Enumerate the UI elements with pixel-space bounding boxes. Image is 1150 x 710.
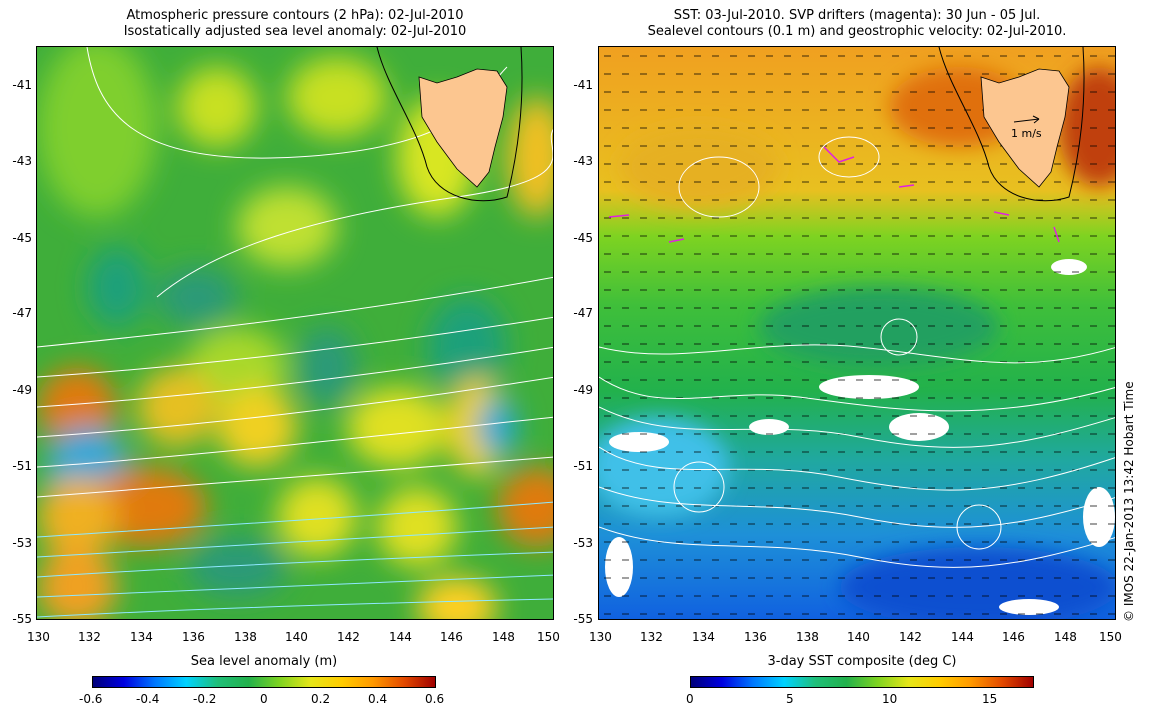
lon-tick-label: 142 [337, 630, 360, 644]
lon-tick-label: 140 [847, 630, 870, 644]
lat-tick-label: -49 [573, 383, 593, 397]
lat-tick-label: -49 [12, 383, 32, 397]
lat-tick-label: -53 [12, 536, 32, 550]
lon-tick-label: 130 [27, 630, 50, 644]
sea-level-colorbar-title: Sea level anomaly (m) [190, 654, 338, 669]
lat-tick-label: -55 [12, 612, 32, 626]
tasmania-land-sst [980, 68, 1070, 188]
lon-tick-label: 132 [640, 630, 663, 644]
lat-tick-label: -41 [573, 78, 593, 92]
lon-tick-label: 136 [744, 630, 767, 644]
right-title-line2: Sealevel contours (0.1 m) and geostrophi… [647, 24, 1067, 39]
lat-tick-label: -53 [573, 536, 593, 550]
lon-tick-label: 148 [1054, 630, 1077, 644]
colorbar-tick-label: 0.6 [425, 692, 445, 706]
colorbar-tick-label: -0.6 [79, 692, 103, 706]
sea-level-anomaly-map [36, 46, 554, 620]
imos-credit: © IMOS 22-Jan-2013 13:42 Hobart Time [1122, 381, 1136, 622]
lon-tick-label: 132 [78, 630, 101, 644]
velocity-scale-label: 1 m/s [1011, 127, 1042, 140]
lon-tick-label: 150 [537, 630, 560, 644]
colorbar-tick-label: -0.2 [193, 692, 217, 706]
drifter-tracks [608, 146, 1060, 243]
lat-tick-label: -55 [573, 612, 593, 626]
colorbar-tick-label: 0.2 [311, 692, 331, 706]
lon-tick-label: 134 [692, 630, 715, 644]
left-map-title: Atmospheric pressure contours (2 hPa): 0… [36, 8, 554, 40]
lon-tick-label: 136 [182, 630, 205, 644]
lon-tick-label: 142 [899, 630, 922, 644]
lon-tick-label: 134 [130, 630, 153, 644]
tasmania-land [418, 68, 508, 188]
lon-tick-label: 138 [234, 630, 257, 644]
velocity-scale-arrow [1013, 115, 1040, 124]
lon-tick-label: 146 [440, 630, 463, 644]
lat-tick-label: -43 [12, 154, 32, 168]
sst-colorbar-title: 3-day SST composite (deg C) [767, 654, 957, 669]
sst-colorbar [690, 676, 1034, 688]
left-title-line1: Atmospheric pressure contours (2 hPa): 0… [126, 8, 464, 23]
continental-shelf-line-sst [938, 47, 1085, 202]
sea-level-colorbar [92, 676, 436, 688]
sea-level-anomaly-plot [37, 47, 553, 619]
colorbar-tick-label: 0 [686, 692, 694, 706]
lat-tick-label: -45 [12, 231, 32, 245]
continental-shelf-line [376, 47, 523, 202]
lon-tick-label: 150 [1099, 630, 1122, 644]
colorbar-tick-label: 0.4 [368, 692, 388, 706]
lon-tick-label: 144 [389, 630, 412, 644]
left-title-line2: Isostatically adjusted sea level anomaly… [123, 24, 467, 39]
lon-tick-label: 144 [951, 630, 974, 644]
lat-tick-label: -47 [573, 306, 593, 320]
colorbar-tick-label: 5 [786, 692, 794, 706]
lat-tick-label: -47 [12, 306, 32, 320]
lon-tick-label: 140 [285, 630, 308, 644]
lat-tick-label: -43 [573, 154, 593, 168]
sst-map: 1 m/s [598, 46, 1116, 620]
lon-tick-label: 138 [796, 630, 819, 644]
anomaly-field [37, 47, 553, 619]
lat-tick-label: -45 [573, 231, 593, 245]
colorbar-tick-label: 15 [982, 692, 998, 706]
lat-tick-label: -51 [573, 459, 593, 473]
lat-tick-label: -51 [12, 459, 32, 473]
sst-plot [599, 47, 1115, 619]
right-title-line1: SST: 03-Jul-2010. SVP drifters (magenta)… [673, 8, 1041, 23]
colorbar-tick-label: 10 [882, 692, 898, 706]
right-map-title: SST: 03-Jul-2010. SVP drifters (magenta)… [598, 8, 1116, 40]
colorbar-tick-label: 0 [260, 692, 268, 706]
lon-tick-label: 130 [589, 630, 612, 644]
sea-level-contours [599, 136, 1115, 568]
lon-tick-label: 148 [492, 630, 515, 644]
colorbar-tick-label: -0.4 [136, 692, 160, 706]
lat-tick-label: -41 [12, 78, 32, 92]
lon-tick-label: 146 [1002, 630, 1025, 644]
